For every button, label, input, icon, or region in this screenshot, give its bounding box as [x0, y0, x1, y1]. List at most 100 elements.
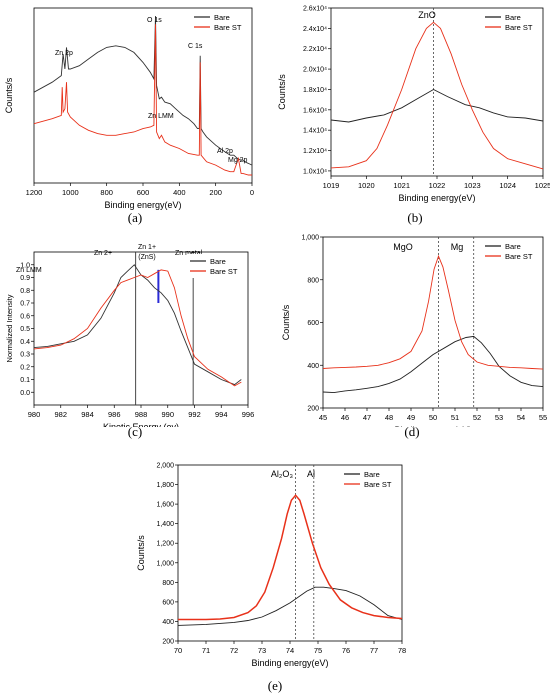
y-tick-label: 1,600: [156, 502, 174, 509]
y-tick-label: 0.6: [20, 313, 30, 320]
y-tick-label: 2.4x10⁴: [303, 26, 327, 33]
panel-b: 1019 1020 1021 1022 1023 1024 1025 1.0x10⁴ 1.2x1…: [275, 0, 550, 225]
y-axis-label: Counts/s: [277, 74, 287, 110]
annotation: Al 2p: [217, 148, 233, 155]
x-tick-label: 70: [174, 646, 182, 655]
legend-box: [187, 254, 247, 278]
chart-e: 70 71 72 73 74 75 76 77 78 200 400 600 800 1,000 1,200…: [136, 463, 406, 669]
legend-label: Bare ST: [505, 252, 533, 261]
y-tick-label: 200: [162, 639, 174, 646]
y-axis-label: Normalized Intensity: [5, 294, 14, 362]
x-tick-label: 75: [314, 646, 322, 655]
y-tick-label: 1.2x10⁴: [303, 148, 327, 155]
x-tick-label: 980: [28, 410, 41, 419]
x-tick-label: 51: [451, 413, 459, 422]
series-line-bare-st: [33, 24, 252, 176]
legend-box: [191, 10, 251, 34]
panel-a: 1200 1000 800 600 400 200 0 Binding energy(eV) C…: [0, 0, 270, 225]
y-tick-label: 600: [307, 320, 319, 327]
y-tick-label: 1.0: [20, 262, 30, 269]
x-tick-label: 74: [286, 646, 294, 655]
series-line-bare: [322, 335, 544, 394]
y-tick-label: 0.3: [20, 352, 30, 359]
legend-label: Bare ST: [505, 23, 533, 32]
y-tick-label: 2.2x10⁴: [303, 46, 327, 53]
legend-box: [482, 10, 542, 34]
x-tick-label: 982: [54, 410, 67, 419]
x-tick-label: 600: [137, 188, 150, 197]
x-tick-label: 55: [539, 413, 547, 422]
x-axis-label: Binding energy(eV): [398, 193, 475, 203]
x-tick-label: 1019: [323, 181, 340, 190]
y-tick-label: 400: [162, 619, 174, 626]
y-tick-label: 0.9: [20, 275, 30, 282]
y-axis-label: Counts/s: [4, 77, 14, 113]
x-tick-label: 48: [385, 413, 393, 422]
y-tick-label: 800: [307, 277, 319, 284]
x-tick-label: 49: [407, 413, 415, 422]
annotation: Al: [307, 469, 315, 479]
panel-d: 45 46 47 48 49 50 51 52 53 54 55 200 400 600 800 1,000 B…: [275, 232, 550, 447]
x-tick-label: 994: [215, 410, 228, 419]
y-tick-label: 0.1: [20, 377, 30, 384]
legend-box: [482, 239, 542, 263]
caption-e: (e): [267, 678, 283, 693]
y-tick-label: 1.4x10⁴: [303, 128, 327, 135]
chart-d: 45 46 47 48 49 50 51 52 53 54 55 200 400 600 800 1,000 B…: [281, 235, 547, 436]
x-tick-label: 1023: [464, 181, 481, 190]
x-tick-label: 200: [209, 188, 222, 197]
series-line-bare: [33, 264, 242, 386]
x-axis-label: Binding energy(eV): [104, 200, 181, 210]
series-line-bare-st: [178, 494, 403, 621]
x-tick-label: 1025: [535, 181, 550, 190]
series-line-bare-st: [322, 254, 544, 370]
x-tick-label: 54: [517, 413, 525, 422]
legend-label: Bare: [505, 13, 521, 22]
x-tick-label: 988: [135, 410, 148, 419]
x-tick-label: 0: [250, 188, 254, 197]
y-tick-label: 1,400: [156, 521, 174, 528]
x-tick-label: 800: [100, 188, 113, 197]
chart-b: 1019 1020 1021 1022 1023 1024 1025 1.0x10⁴ 1.2x1…: [277, 6, 550, 204]
y-tick-label: 2.6x10⁴: [303, 6, 327, 13]
x-tick-label: 47: [363, 413, 371, 422]
y-tick-label: 1,200: [156, 541, 174, 548]
caption-a: (a): [127, 210, 143, 225]
y-axis-label: Counts/s: [136, 535, 146, 571]
legend-label: Bare: [210, 257, 226, 266]
y-tick-label: 0.0: [20, 390, 30, 397]
series-line-bare: [177, 586, 403, 626]
x-tick-label: 1024: [499, 181, 516, 190]
x-tick-label: 76: [342, 646, 350, 655]
annotation: ZnO: [418, 10, 436, 20]
x-tick-label: 73: [258, 646, 266, 655]
y-tick-label: 200: [307, 406, 319, 413]
series-line-bare-st: [33, 269, 242, 387]
y-tick-label: 800: [162, 580, 174, 587]
caption-b: (b): [407, 210, 423, 225]
x-tick-label: 996: [242, 410, 255, 419]
y-tick-label: 2,000: [156, 463, 174, 470]
y-axis-label: Counts/s: [281, 304, 291, 340]
x-tick-label: 1022: [429, 181, 446, 190]
annotation: Mg 2p: [228, 157, 248, 164]
annotation: Zn 1+: [138, 244, 156, 251]
x-tick-label: 77: [370, 646, 378, 655]
series-line-bare: [33, 15, 253, 166]
legend-label: Bare: [214, 13, 230, 22]
panel-c: 980 982 984 986 988 990 992 994 996 0.0 0.1 0.2 0.3 0…: [0, 232, 270, 447]
annotation: Zn metal: [175, 250, 203, 257]
annotation: Zn LMM: [16, 267, 42, 274]
x-tick-label: 986: [108, 410, 121, 419]
y-tick-label: 1,000: [156, 560, 174, 567]
x-tick-label: 72: [230, 646, 238, 655]
series-line-bare-st: [330, 21, 544, 170]
legend-label: Bare: [505, 242, 521, 251]
y-tick-label: 1,800: [156, 482, 174, 489]
series-line-bare: [330, 88, 544, 123]
y-tick-label: 0.5: [20, 326, 30, 333]
legend-label: Bare: [364, 470, 380, 479]
panel-e: 70 71 72 73 74 75 76 77 78 200 400 600 800 1,000 1,200…: [130, 455, 420, 670]
y-tick-label: 1.0x10⁴: [303, 168, 327, 175]
x-tick-label: 1000: [62, 188, 79, 197]
